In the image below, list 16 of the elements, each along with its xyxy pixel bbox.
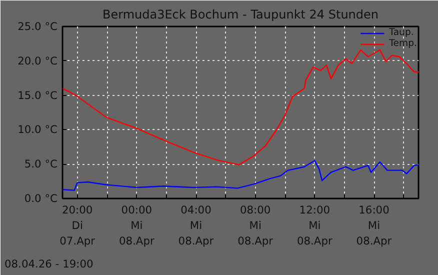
x-tick-label: 12:00 Mi 08.Apr xyxy=(296,204,333,248)
y-tick-label: 20.0 °C xyxy=(18,54,58,68)
y-tick-label: 0.0 °C xyxy=(24,192,58,205)
text: 08.04.26 - 19:00 xyxy=(4,258,94,270)
y-tick-label: 5.0 °C xyxy=(24,158,58,171)
x-tick-label: 20:00 Di 07.Apr xyxy=(60,204,96,248)
x-tick-label: 00:00 Mi 08.Apr xyxy=(118,204,155,248)
y-tick-label: 10.0 °C xyxy=(18,123,58,136)
legend-label: Temp. xyxy=(389,38,417,49)
x-tick-label: 08:00 Mi 08.Apr xyxy=(238,204,274,248)
y-tick-label: 25.0 °C xyxy=(18,20,58,33)
x-tick-label: 16:00 Mi 08.Apr xyxy=(356,204,392,248)
y-tick-label: 15.0 °C xyxy=(18,88,58,102)
legend-label: Taup. xyxy=(389,27,414,38)
chart-title: Bermuda3Eck Bochum - Taupunkt 24 Stunden xyxy=(102,8,379,22)
x-tick-label: 04:00 Mi 08.Apr xyxy=(178,204,214,248)
